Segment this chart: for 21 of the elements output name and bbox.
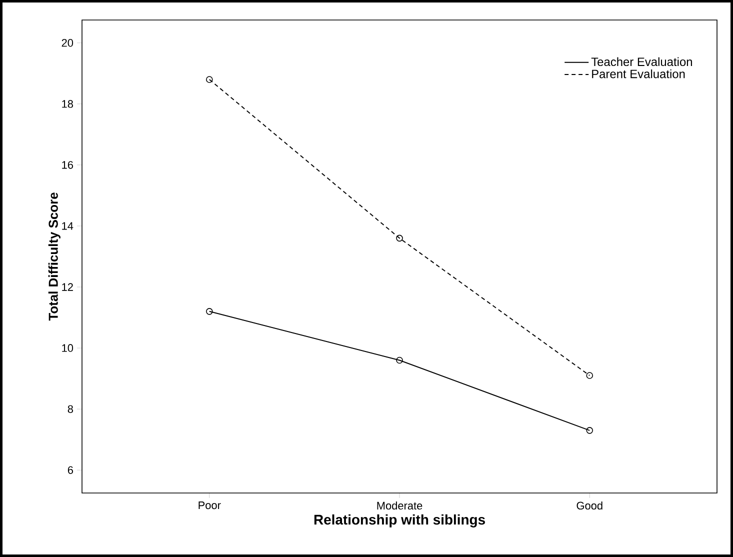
point [206,308,213,315]
y-tick-label: 14 [62,222,74,230]
x-axis-title: Relationship with siblings [314,514,485,528]
point [586,427,594,434]
y-axis-title: Total Difficulty Score [48,192,60,321]
y-tick-label: 6 [68,466,73,474]
x-tick-label: Poor [198,502,221,510]
y-tick-label: 10 [62,344,74,352]
point [396,356,403,364]
point [396,234,403,242]
legend-label: Parent Evaluation [592,69,685,78]
x-tick-label: Good [576,502,602,510]
y-tick-label: 18 [62,100,73,108]
point [206,76,213,83]
y-tick-label: 16 [62,161,73,169]
point [586,372,594,379]
x-tick-label: Moderate [377,502,422,510]
y-tick-label: 12 [62,283,73,291]
y-tick-label: 20 [62,39,74,47]
legend-label: Teacher Evaluation [591,57,692,66]
y-tick-label: 8 [68,405,73,413]
